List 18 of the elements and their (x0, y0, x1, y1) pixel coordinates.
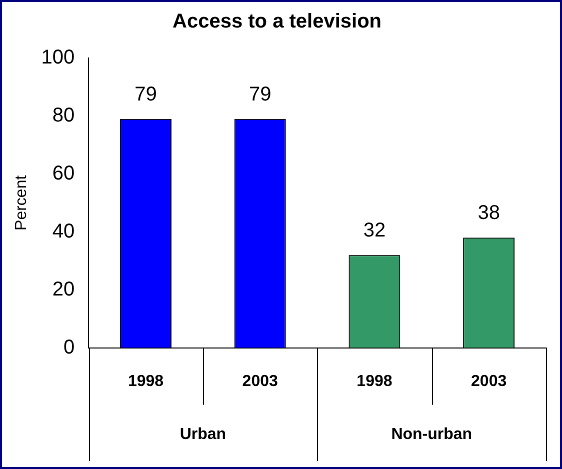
y-tick-label: 20 (52, 278, 75, 300)
x-tick-label: 1998 (356, 372, 392, 390)
y-tick-label: 40 (52, 220, 75, 242)
y-tick-label: 80 (52, 104, 75, 126)
x-tick-label: 2003 (242, 372, 278, 390)
data-label: 38 (478, 202, 500, 224)
y-tick-label: 0 (63, 336, 75, 358)
y-axis-title: Percent (13, 174, 30, 230)
y-tick-label: 100 (41, 46, 75, 69)
data-label: 32 (363, 220, 386, 242)
data-label: 79 (248, 83, 272, 106)
text: Non-urban (391, 426, 472, 444)
x-tick-label: 1998 (128, 372, 164, 390)
chart-title: Access to a television (172, 10, 382, 33)
x-tick-label: 2003 (471, 372, 507, 390)
y-tick-label: 60 (52, 162, 75, 184)
text: Urban (180, 426, 226, 444)
data-label: 79 (134, 83, 157, 106)
